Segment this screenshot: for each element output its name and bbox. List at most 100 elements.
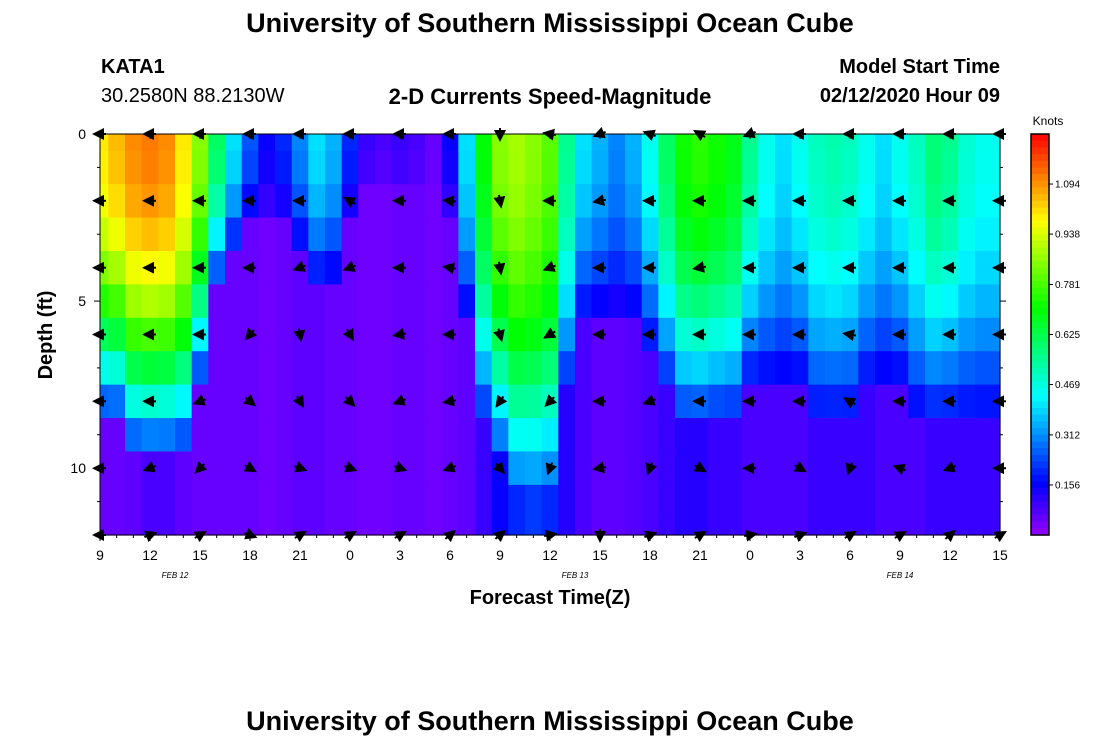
heatmap-cell — [358, 134, 376, 152]
heatmap-cell — [625, 250, 643, 285]
heatmap-cell — [875, 217, 893, 252]
heatmap-cell — [825, 351, 843, 386]
current-vector — [592, 194, 607, 207]
heatmap-cell — [291, 217, 309, 252]
current-vector — [392, 394, 406, 406]
heatmap-cell — [908, 217, 926, 252]
heatmap-cell — [141, 518, 159, 536]
heatmap-cell — [725, 351, 743, 386]
heatmap-cell — [100, 150, 109, 185]
heatmap-cell — [291, 284, 309, 319]
heatmap-cell — [925, 418, 943, 453]
heatmap-cell — [775, 418, 793, 453]
heatmap-cell — [658, 418, 676, 453]
heatmap-cell — [425, 250, 443, 285]
colorbar-segment — [1031, 227, 1049, 235]
heatmap-cell — [225, 317, 243, 352]
heatmap-cell — [425, 484, 443, 519]
heatmap-cell — [408, 217, 426, 252]
current-vector — [492, 461, 506, 475]
heatmap-cell — [458, 418, 476, 453]
heatmap-cell — [191, 284, 209, 319]
heatmap-cell — [858, 384, 876, 419]
heatmap-cell — [291, 518, 309, 536]
colorbar-segment — [1031, 194, 1049, 202]
heatmap-cell — [608, 150, 626, 185]
heatmap-cell — [908, 451, 926, 486]
heatmap-cell — [858, 451, 876, 486]
heatmap-cell — [475, 317, 493, 352]
heatmap-cell — [641, 518, 659, 536]
colorbar-segment — [1031, 394, 1049, 402]
x-tick-label: 15 — [992, 547, 1008, 563]
station-id: KATA1 — [101, 56, 165, 78]
heatmap-cell — [258, 384, 276, 419]
colorbar-segment — [1031, 428, 1049, 436]
heatmap-cell — [175, 384, 193, 419]
heatmap-cell — [708, 217, 726, 252]
heatmap-cell — [808, 184, 826, 219]
heatmap-cell — [725, 484, 743, 519]
heatmap-cell — [991, 351, 1001, 386]
heatmap-cell — [525, 484, 543, 519]
x-tick-label: 12 — [942, 547, 958, 563]
colorbar-segment — [1031, 240, 1049, 249]
current-vector — [542, 260, 556, 272]
heatmap-cell — [758, 518, 776, 536]
heatmap-cell — [775, 351, 793, 386]
heatmap-cell — [741, 518, 759, 536]
colorbar-segment — [1031, 301, 1049, 309]
heatmap-cell — [175, 217, 193, 252]
heatmap-cell — [291, 150, 309, 185]
heatmap-cell — [708, 134, 726, 152]
heatmap-cell — [208, 134, 226, 152]
current-vector — [592, 461, 607, 474]
heatmap-cell — [758, 250, 776, 285]
heatmap-cell — [491, 418, 509, 453]
heatmap-cell — [525, 134, 543, 152]
heatmap-cell — [791, 217, 809, 252]
colorbar-segment — [1031, 167, 1049, 175]
colorbar-tick-label: 0.469 — [1055, 380, 1080, 391]
heatmap-cell — [758, 150, 776, 185]
heatmap-cell — [891, 518, 909, 536]
heatmap-cell — [100, 518, 109, 536]
colorbar-segment — [1031, 434, 1049, 443]
heatmap-cell — [108, 518, 126, 536]
heatmap-cell — [608, 317, 626, 352]
heatmap-cell — [325, 451, 343, 486]
heatmap-cell — [875, 184, 893, 219]
model-start-label: Model Start Time — [839, 56, 1000, 78]
heatmap-cell — [408, 351, 426, 386]
heatmap-cell — [475, 451, 493, 486]
heatmap-cell — [675, 518, 693, 536]
current-vector — [942, 461, 956, 473]
colorbar-segment — [1031, 421, 1049, 429]
heatmap-cell — [608, 250, 626, 285]
heatmap-cell — [725, 217, 743, 252]
heatmap-cell — [675, 451, 693, 486]
x-tick-label: 6 — [846, 547, 854, 563]
colorbar-segment — [1031, 321, 1049, 329]
heatmap-cell — [641, 284, 659, 319]
heatmap-cell — [708, 150, 726, 185]
colorbar-segment — [1031, 294, 1049, 302]
current-vector — [842, 329, 857, 342]
heatmap-cell — [608, 451, 626, 486]
y-tick-label: 10 — [70, 460, 86, 476]
heatmap-cell — [491, 351, 509, 386]
heatmap-cell — [391, 217, 409, 252]
heatmap-cell — [125, 284, 143, 319]
colorbar-tick-label: 0.781 — [1055, 280, 1080, 291]
heatmap-cell — [975, 418, 993, 453]
colorbar-segment — [1031, 220, 1049, 229]
heatmap-cell — [341, 150, 359, 185]
current-vector — [392, 327, 407, 340]
heatmap-cell — [308, 184, 326, 219]
current-vector — [442, 262, 457, 275]
heatmap-cell — [925, 518, 943, 536]
heatmap-cell — [858, 351, 876, 386]
heatmap-cell — [875, 150, 893, 185]
heatmap-cell — [691, 484, 709, 519]
colorbar-segment — [1031, 408, 1049, 416]
